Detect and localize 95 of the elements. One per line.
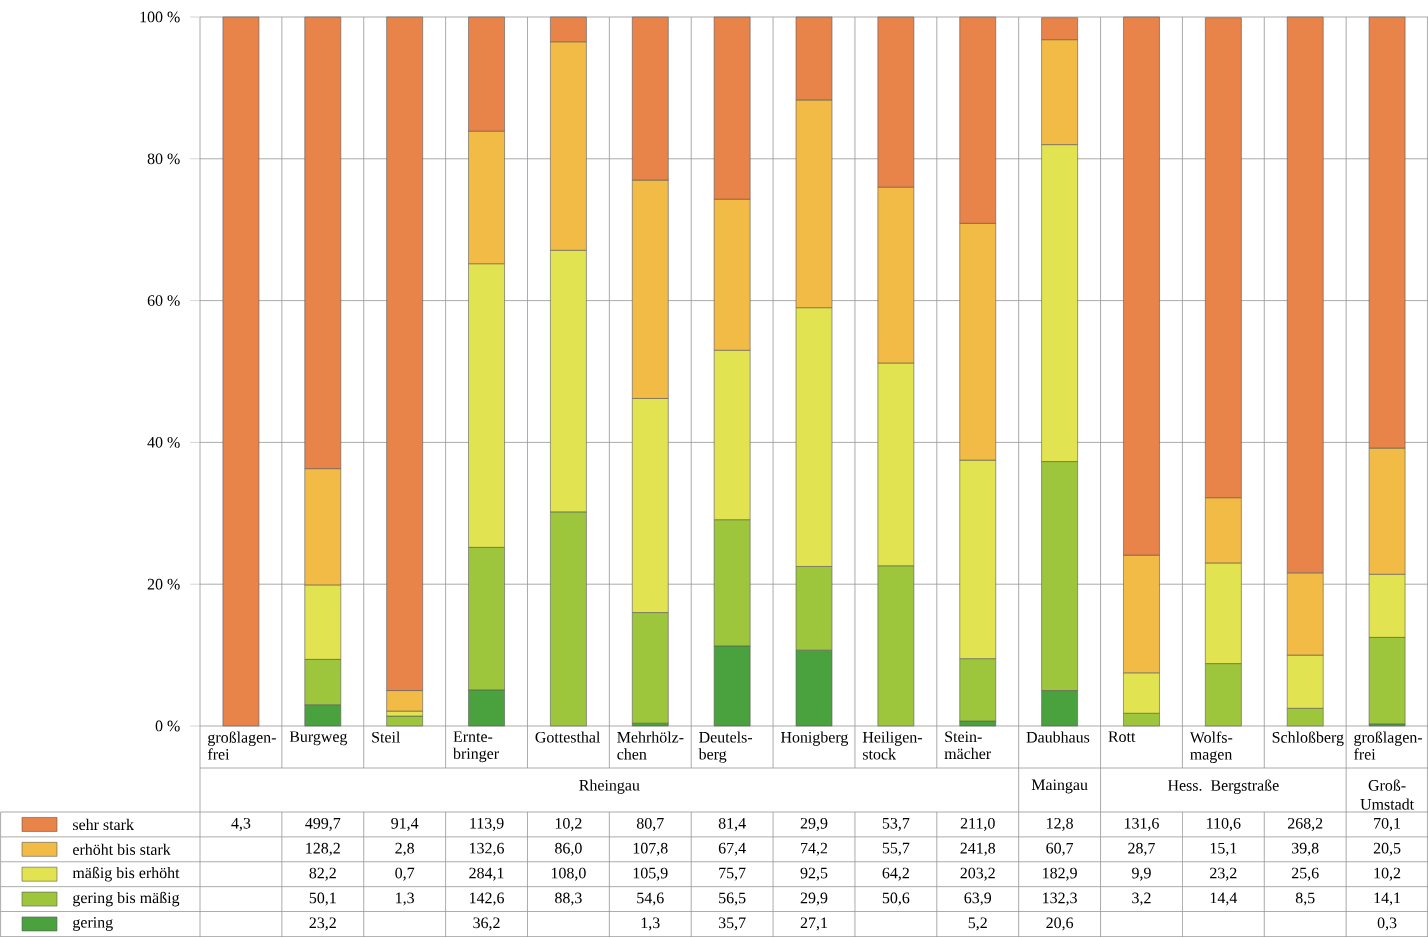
text: 132,3 [1043, 892, 1077, 906]
text: 50,6 [882, 892, 910, 906]
y-tick-label: 20 % [147, 578, 180, 590]
text: 74,2 [801, 842, 828, 856]
x-tick-label: Stein-mächer [944, 731, 991, 760]
text: 108,0 [551, 867, 586, 881]
text: 70,1 [1374, 817, 1401, 831]
text: 20,6 [1046, 917, 1074, 931]
text: 15,1 [1210, 842, 1237, 856]
text: 29,9 [800, 817, 828, 831]
text: 53,7 [882, 817, 910, 831]
text: 92,5 [800, 867, 828, 881]
text: Rheingau [579, 779, 640, 794]
text: 142,6 [470, 892, 505, 906]
x-tick-label: Ernte-bringer [453, 731, 499, 763]
x-tick-label: Gottesthal [535, 731, 601, 743]
text: 56,5 [719, 892, 746, 906]
x-tick-label: Burgweg [289, 731, 348, 746]
text: 132,6 [470, 842, 505, 856]
text: 0,7 [395, 867, 415, 881]
legend-label: mäßig bis erhöht [72, 866, 180, 882]
text: 39,8 [1292, 842, 1319, 856]
text: 88,3 [555, 892, 582, 906]
text: 110,6 [1207, 817, 1241, 831]
text: 12,8 [1047, 817, 1073, 831]
x-tick-label: Schloßberg [1272, 731, 1344, 747]
text: 0,3 [1377, 917, 1397, 931]
text: 3,2 [1132, 892, 1151, 906]
x-tick-label: Honigberg [780, 731, 849, 746]
text: 86,0 [555, 842, 582, 856]
text: 211,0 [960, 817, 995, 831]
x-tick-label: großlagen-frei [207, 731, 276, 760]
text: 107,8 [633, 842, 668, 856]
text: 131,6 [1124, 817, 1159, 831]
text: 128,2 [306, 842, 340, 856]
text: 28,7 [1128, 842, 1155, 856]
text: 36,2 [473, 917, 500, 931]
text: 1,3 [396, 892, 414, 906]
text: 10,2 [1374, 867, 1401, 881]
text: 14,1 [1374, 892, 1401, 906]
x-tick-label: Heiligen-stock [862, 731, 922, 760]
text: 241,8 [960, 842, 996, 856]
text: 60,7 [1046, 842, 1074, 856]
text: Groß-Umstadt [1360, 779, 1414, 810]
x-tick-label: Deutels-berg [698, 731, 753, 763]
text: 81,4 [718, 817, 746, 831]
legend-label: erhöht bis stark [73, 843, 171, 855]
text: 67,4 [718, 842, 746, 856]
text: 80,7 [636, 817, 664, 831]
text: 64,2 [882, 867, 909, 881]
text: 82,2 [309, 867, 336, 881]
text: 35,7 [718, 917, 746, 931]
text: 9,9 [1132, 867, 1151, 881]
x-tick-label: Mehrhölz-chen [617, 731, 684, 760]
y-tick-label: 80 % [147, 153, 180, 165]
x-tick-label: Daubhaus [1026, 731, 1090, 743]
text: 268,2 [1287, 817, 1323, 831]
y-tick-label: 40 % [147, 437, 180, 448]
y-tick-label: 0 % [155, 720, 180, 732]
text: 4,3 [231, 817, 251, 831]
text: 1,3 [641, 917, 660, 931]
text: 10,2 [555, 817, 582, 831]
text: 54,6 [637, 892, 664, 906]
text: 23,2 [1210, 867, 1237, 881]
text: 75,7 [719, 867, 746, 881]
x-tick-label: Rott [1108, 731, 1136, 742]
y-tick-label: 100 % [140, 11, 180, 23]
text: Hess. Bergstraße [1167, 779, 1279, 795]
text: 91,4 [391, 817, 419, 831]
text: 25,6 [1291, 867, 1319, 881]
legend-label: gering bis mäßig [73, 891, 180, 907]
x-tick-label: Steil [372, 731, 401, 743]
text: 55,7 [882, 842, 910, 856]
text: 50,1 [309, 892, 336, 906]
text: 5,2 [968, 917, 987, 931]
text: 29,9 [800, 892, 828, 906]
text: 20,5 [1373, 842, 1401, 856]
text: 27,1 [800, 917, 827, 931]
x-tick-label: Wolfs-magen [1189, 731, 1233, 763]
legend-label: sehr stark [73, 818, 134, 831]
text: 14,4 [1210, 892, 1238, 906]
y-tick-label: 60 % [147, 295, 180, 307]
text: Maingau [1031, 779, 1088, 794]
x-tick-label: großlagen-frei [1354, 731, 1423, 760]
text: 182,9 [1043, 867, 1077, 881]
text: 203,2 [960, 867, 995, 881]
text: 105,9 [633, 867, 668, 881]
text: 2,8 [395, 842, 415, 856]
text: 499,7 [305, 817, 341, 831]
text: 113,9 [470, 817, 504, 831]
legend-label: gering [73, 916, 113, 931]
text: 8,5 [1295, 892, 1315, 906]
text: 23,2 [309, 917, 336, 931]
text: 63,9 [964, 892, 992, 906]
text: 284,1 [469, 867, 504, 881]
